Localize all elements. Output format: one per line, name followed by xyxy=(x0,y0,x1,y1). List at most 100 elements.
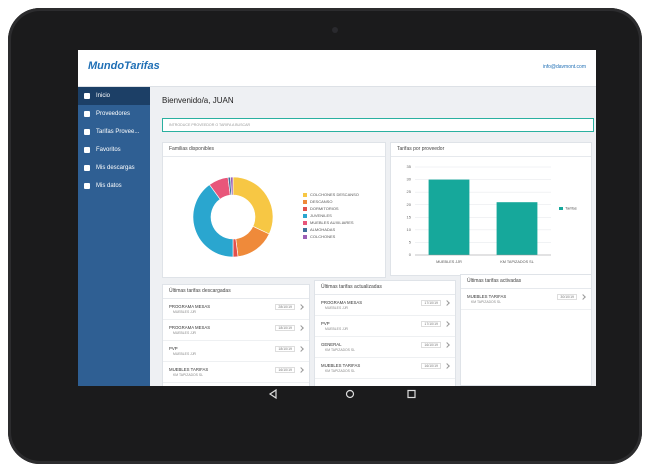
legend-label: Tarifas xyxy=(565,206,577,211)
y-tick-label: 25 xyxy=(407,189,412,194)
rate-name: PROGRAMA MESAS xyxy=(169,304,211,309)
donut-slice xyxy=(192,184,234,258)
nav-label: Tarifas Provee... xyxy=(96,129,140,135)
providers-panel: Tarifas por proveedor 0 5 10 15 20 25 30 35 MUEB… xyxy=(390,142,592,276)
panel-title: Últimas tarifas actualizadas xyxy=(315,281,455,295)
nav-item[interactable]: Mis datos xyxy=(78,177,150,195)
y-tick-label: 10 xyxy=(407,227,412,232)
list-row[interactable]: PVP MUEBLES JJR 17/10/19 xyxy=(315,316,455,337)
list-row[interactable]: MUEBLES TARIFAS KM TAPIZADOS SL 16/10/19 xyxy=(163,362,309,383)
donut-slice xyxy=(232,176,274,235)
nav-item[interactable]: Proveedores xyxy=(78,105,150,123)
nav-label: Inicio xyxy=(96,93,111,99)
legend-swatch xyxy=(559,207,563,210)
rate-name: GENERAL xyxy=(321,342,342,347)
list: MUEBLES TARIFAS KM TAPIZADOS SL 30/10/19 xyxy=(461,289,591,310)
legend-label: MUEBLES AUXILIARES xyxy=(310,220,354,225)
rate-date: 16/10/19 xyxy=(421,363,441,369)
welcome-text: Bienvenido/a, JUAN xyxy=(162,96,234,105)
provider-name: KM TAPIZADOS SL xyxy=(471,300,502,304)
rate-name: MUEBLES TARIFAS xyxy=(467,294,507,299)
y-tick-label: 0 xyxy=(409,252,412,257)
families-panel: Familias disponibles COLCHONES DESCANSO D… xyxy=(162,142,386,278)
screen: MundoTarifas info@davmont.com Inicio Prov… xyxy=(78,50,596,386)
recent-button[interactable] xyxy=(407,389,416,399)
list: PROGRAMA MESAS MUEBLES JJR 17/10/19 PVP MUEB… xyxy=(315,295,455,379)
list-row[interactable]: GENERAL KM TAPIZADOS SL 16/10/19 xyxy=(315,337,455,358)
legend-label: JUVENILES xyxy=(310,213,332,218)
list-row[interactable]: MUEBLES TARIFAS KM TAPIZADOS SL 30/10/19 xyxy=(461,289,591,310)
list-panel: Últimas tarifas actualizadas PROGRAMA ME… xyxy=(314,280,456,386)
legend-label: DORMITORIOS xyxy=(310,206,339,211)
list: PROGRAMA MESAS MUEBLES JJR 28/10/19 PROGRAM… xyxy=(163,299,309,383)
panel-title: Familias disponibles xyxy=(163,143,385,157)
rate-date: 18/10/19 xyxy=(275,346,295,352)
nav-item[interactable]: Tarifas Provee... xyxy=(78,123,150,141)
y-tick-label: 15 xyxy=(407,214,412,219)
chevron xyxy=(444,342,450,348)
rate-name: MUEBLES TARIFAS xyxy=(169,367,209,372)
legend-swatch xyxy=(303,193,307,197)
nav-label: Favoritos xyxy=(96,147,121,153)
chevron xyxy=(444,321,450,327)
list-row[interactable]: PVP MUEBLES JJR 18/10/19 xyxy=(163,341,309,362)
list-row[interactable]: MUEBLES TARIFAS KM TAPIZADOS SL 16/10/19 xyxy=(315,358,455,379)
list-panel: Últimas tarifas activadas MUEBLES TARIFA… xyxy=(460,274,592,386)
nav-icon xyxy=(84,165,90,171)
y-tick-label: 30 xyxy=(407,177,412,182)
provider-name: MUEBLES JJR xyxy=(173,310,196,314)
bar xyxy=(496,202,538,255)
list-row[interactable]: PROGRAMA MESAS MUEBLES JJR 17/10/19 xyxy=(315,295,455,316)
logo[interactable]: MundoTarifas xyxy=(88,60,160,72)
user-menu[interactable]: info@davmont.com xyxy=(542,64,586,70)
back-button[interactable] xyxy=(268,388,277,400)
panel-title: Últimas tarifas activadas xyxy=(461,275,591,289)
panel-title: Tarifas por proveedor xyxy=(391,143,591,157)
nav-item[interactable]: Mis descargas xyxy=(78,159,150,177)
bar-chart: 0 5 10 15 20 25 30 35 MUEBLES JJR KM TAPIZADOS SL… xyxy=(407,164,577,264)
provider-name: MUEBLES JJR xyxy=(325,306,348,310)
legend-label: ALMOHADAS xyxy=(310,227,335,232)
nav-icon xyxy=(84,93,90,99)
legend-swatch xyxy=(303,214,307,218)
home-button[interactable] xyxy=(345,389,355,399)
rate-name: MUEBLES TARIFAS xyxy=(321,363,361,368)
rate-name: PVP xyxy=(169,346,178,351)
rate-name: PROGRAMA MESAS xyxy=(169,325,211,330)
rate-date: 30/10/19 xyxy=(557,294,577,300)
bar xyxy=(428,179,470,255)
legend-swatch xyxy=(303,221,307,225)
chevron xyxy=(444,363,450,369)
rate-date: 16/10/19 xyxy=(421,342,441,348)
chevron xyxy=(298,325,304,331)
chevron xyxy=(298,304,304,310)
y-tick-label: 35 xyxy=(407,164,412,169)
nav-item[interactable]: Favoritos xyxy=(78,141,150,159)
search-box[interactable]: INTRODUCE PROVEEDOR O TARIFA A BUSCAR xyxy=(162,118,594,132)
nav-icon xyxy=(84,129,90,135)
chevron xyxy=(298,346,304,352)
top-bar: MundoTarifas info@davmont.com xyxy=(78,50,596,87)
rate-name: PVP xyxy=(321,321,330,326)
legend-label: DESCANSO xyxy=(310,199,332,204)
nav-label: Mis descargas xyxy=(96,165,135,171)
list-row[interactable]: PROGRAMA MESAS MUEBLES JJR 28/10/19 xyxy=(163,299,309,320)
rate-date: 17/10/19 xyxy=(421,300,441,306)
legend-swatch xyxy=(303,200,307,204)
provider-name: MUEBLES JJR xyxy=(173,331,196,335)
sidebar: Inicio Proveedores Tarifas Provee... Favori… xyxy=(78,87,150,386)
list-row[interactable]: PROGRAMA MESAS MUEBLES JJR 18/10/19 xyxy=(163,320,309,341)
legend-label: COLCHONES xyxy=(310,234,336,239)
chevron xyxy=(580,294,586,300)
nav-item[interactable]: Inicio xyxy=(78,87,150,105)
provider-name: MUEBLES JJR xyxy=(325,327,348,331)
rate-date: 18/10/19 xyxy=(275,325,295,331)
y-tick-label: 5 xyxy=(409,239,412,244)
panel-title: Últimas tarifas descargadas xyxy=(163,285,309,299)
camera xyxy=(332,27,338,33)
nav-label: Proveedores xyxy=(96,111,131,117)
nav-icon xyxy=(84,111,90,117)
nav-icon xyxy=(84,183,90,189)
